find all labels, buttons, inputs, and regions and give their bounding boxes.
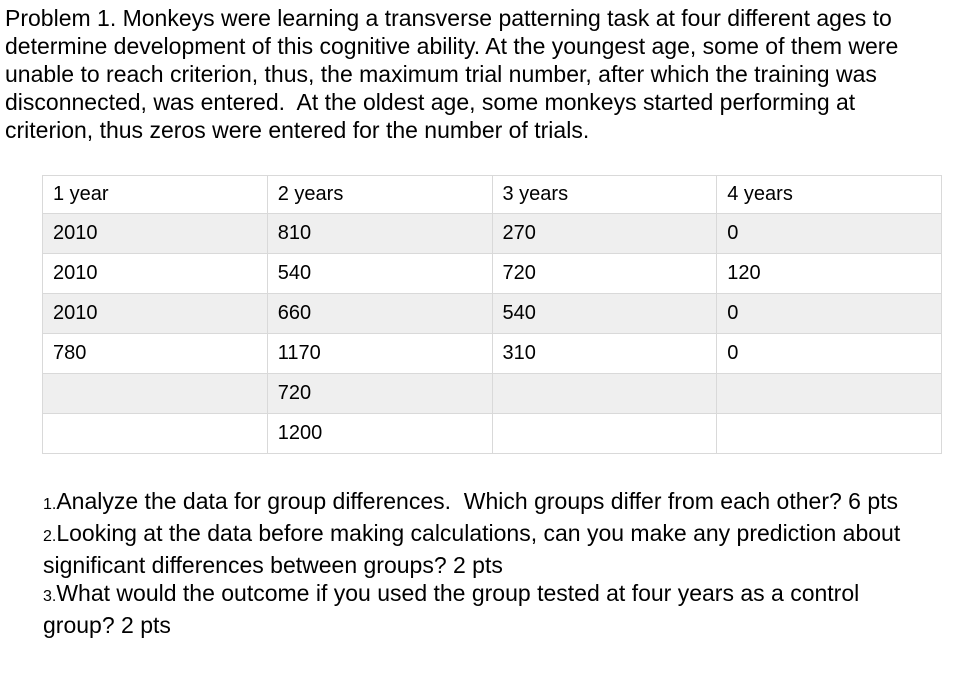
table-cell: 310 bbox=[491, 333, 718, 374]
questions-list: 1.Analyze the data for group differences… bbox=[43, 487, 973, 639]
table-cell: 0 bbox=[716, 213, 942, 254]
table-cell: 660 bbox=[266, 293, 493, 334]
table-row: 720 bbox=[42, 373, 942, 414]
column-header-2-years: 2 years bbox=[266, 175, 493, 214]
table-cell bbox=[716, 373, 942, 414]
question-3: 3.What would the outcome if you used the… bbox=[43, 579, 923, 639]
column-header-4-years: 4 years bbox=[716, 175, 942, 214]
table-cell bbox=[491, 413, 718, 454]
question-3-number: 3. bbox=[43, 588, 57, 605]
table-cell bbox=[42, 413, 268, 454]
column-header-3-years: 3 years bbox=[491, 175, 718, 214]
question-2: 2.Looking at the data before making calc… bbox=[43, 519, 973, 579]
table-cell: 2010 bbox=[42, 213, 268, 254]
table-cell bbox=[42, 373, 268, 414]
table-cell: 810 bbox=[266, 213, 493, 254]
table-cell bbox=[491, 373, 718, 414]
question-2-text: Looking at the data before making calcul… bbox=[43, 520, 907, 578]
table-header-row: 1 year 2 years 3 years 4 years bbox=[42, 175, 942, 214]
table-cell: 2010 bbox=[42, 293, 268, 334]
table-row: 2010 540 720 120 bbox=[42, 253, 942, 294]
table-row: 780 1170 310 0 bbox=[42, 333, 942, 374]
question-3-text: What would the outcome if you used the g… bbox=[43, 580, 866, 638]
table-row: 2010 810 270 0 bbox=[42, 213, 942, 254]
table-cell: 120 bbox=[716, 253, 942, 294]
problem-statement: Problem 1. Monkeys were learning a trans… bbox=[5, 5, 905, 143]
table-row: 1200 bbox=[42, 413, 942, 454]
table-cell: 720 bbox=[491, 253, 718, 294]
question-1-number: 1. bbox=[43, 496, 57, 513]
trials-data-table: 1 year 2 years 3 years 4 years 2010 810 … bbox=[42, 175, 942, 454]
table-cell: 720 bbox=[266, 373, 493, 414]
question-1: 1.Analyze the data for group differences… bbox=[43, 487, 973, 519]
table-cell: 2010 bbox=[42, 253, 268, 294]
table-cell: 780 bbox=[42, 333, 268, 374]
table-cell: 1170 bbox=[266, 333, 493, 374]
table-cell: 540 bbox=[491, 293, 718, 334]
table-cell: 0 bbox=[716, 293, 942, 334]
table-row: 2010 660 540 0 bbox=[42, 293, 942, 334]
question-1-text: Analyze the data for group differences. … bbox=[56, 488, 899, 514]
question-2-number: 2. bbox=[43, 528, 57, 545]
table-cell: 1200 bbox=[266, 413, 493, 454]
table-cell: 270 bbox=[491, 213, 718, 254]
column-header-1-year: 1 year bbox=[42, 175, 268, 214]
table-cell: 0 bbox=[716, 333, 942, 374]
table-cell: 540 bbox=[266, 253, 493, 294]
table-cell bbox=[716, 413, 942, 454]
